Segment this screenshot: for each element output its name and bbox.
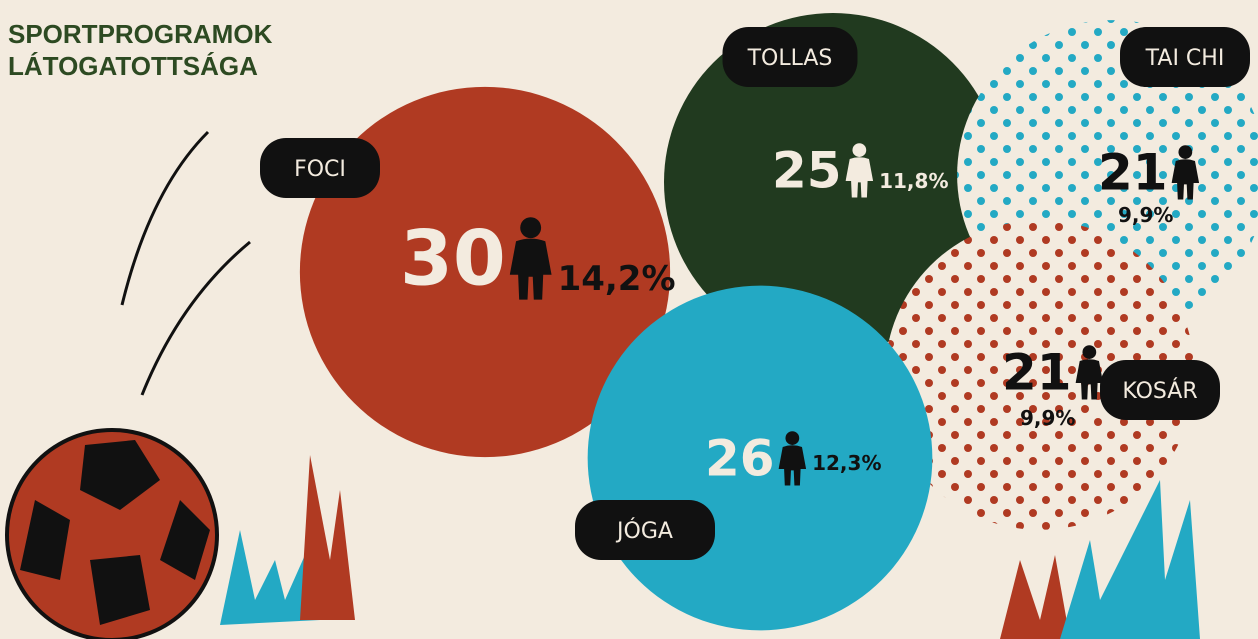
bubble — [299, 86, 671, 458]
chart-title: SPORTPROGRAMOK LÁTOGATOTTSÁGA — [8, 19, 273, 81]
percent-label: 12,3% — [812, 451, 881, 475]
value-label: 30 — [400, 214, 506, 303]
category-label: JÓGA — [615, 518, 673, 544]
bubble-label: KOSÁR 21 9,9% — [1002, 344, 1220, 430]
percent-label: 9,9% — [1020, 406, 1075, 430]
label-blob — [260, 138, 380, 198]
label-blob — [1100, 360, 1220, 420]
value-label: 21 — [1098, 144, 1168, 202]
bubble-label: FOCI 30 14,2% — [260, 138, 676, 303]
value-label: 26 — [705, 430, 775, 488]
category-label: TOLLAS — [747, 46, 833, 71]
bubble — [664, 13, 1002, 351]
value-label: 21 — [1002, 344, 1072, 402]
percent-label: 14,2% — [558, 259, 676, 299]
category-label: KOSÁR — [1122, 378, 1197, 404]
bubble-label: JÓGA 26 12,3% — [575, 430, 881, 560]
percent-label: 9,9% — [1118, 203, 1173, 227]
label-blob — [1120, 27, 1250, 87]
bubble-label: TOLLAS 25 11,8% — [722, 27, 948, 200]
percent-label: 11,8% — [879, 169, 948, 193]
label-blob — [722, 27, 858, 87]
value-label: 25 — [772, 142, 842, 200]
bubble-label: TAI CHI 219,9% — [1098, 27, 1250, 227]
category-label: FOCI — [294, 157, 346, 182]
decoration — [5, 130, 1200, 639]
category-label: TAI CHI — [1145, 46, 1225, 71]
label-blob — [575, 500, 715, 560]
bubble — [885, 220, 1195, 530]
bubbles — [299, 13, 1258, 631]
